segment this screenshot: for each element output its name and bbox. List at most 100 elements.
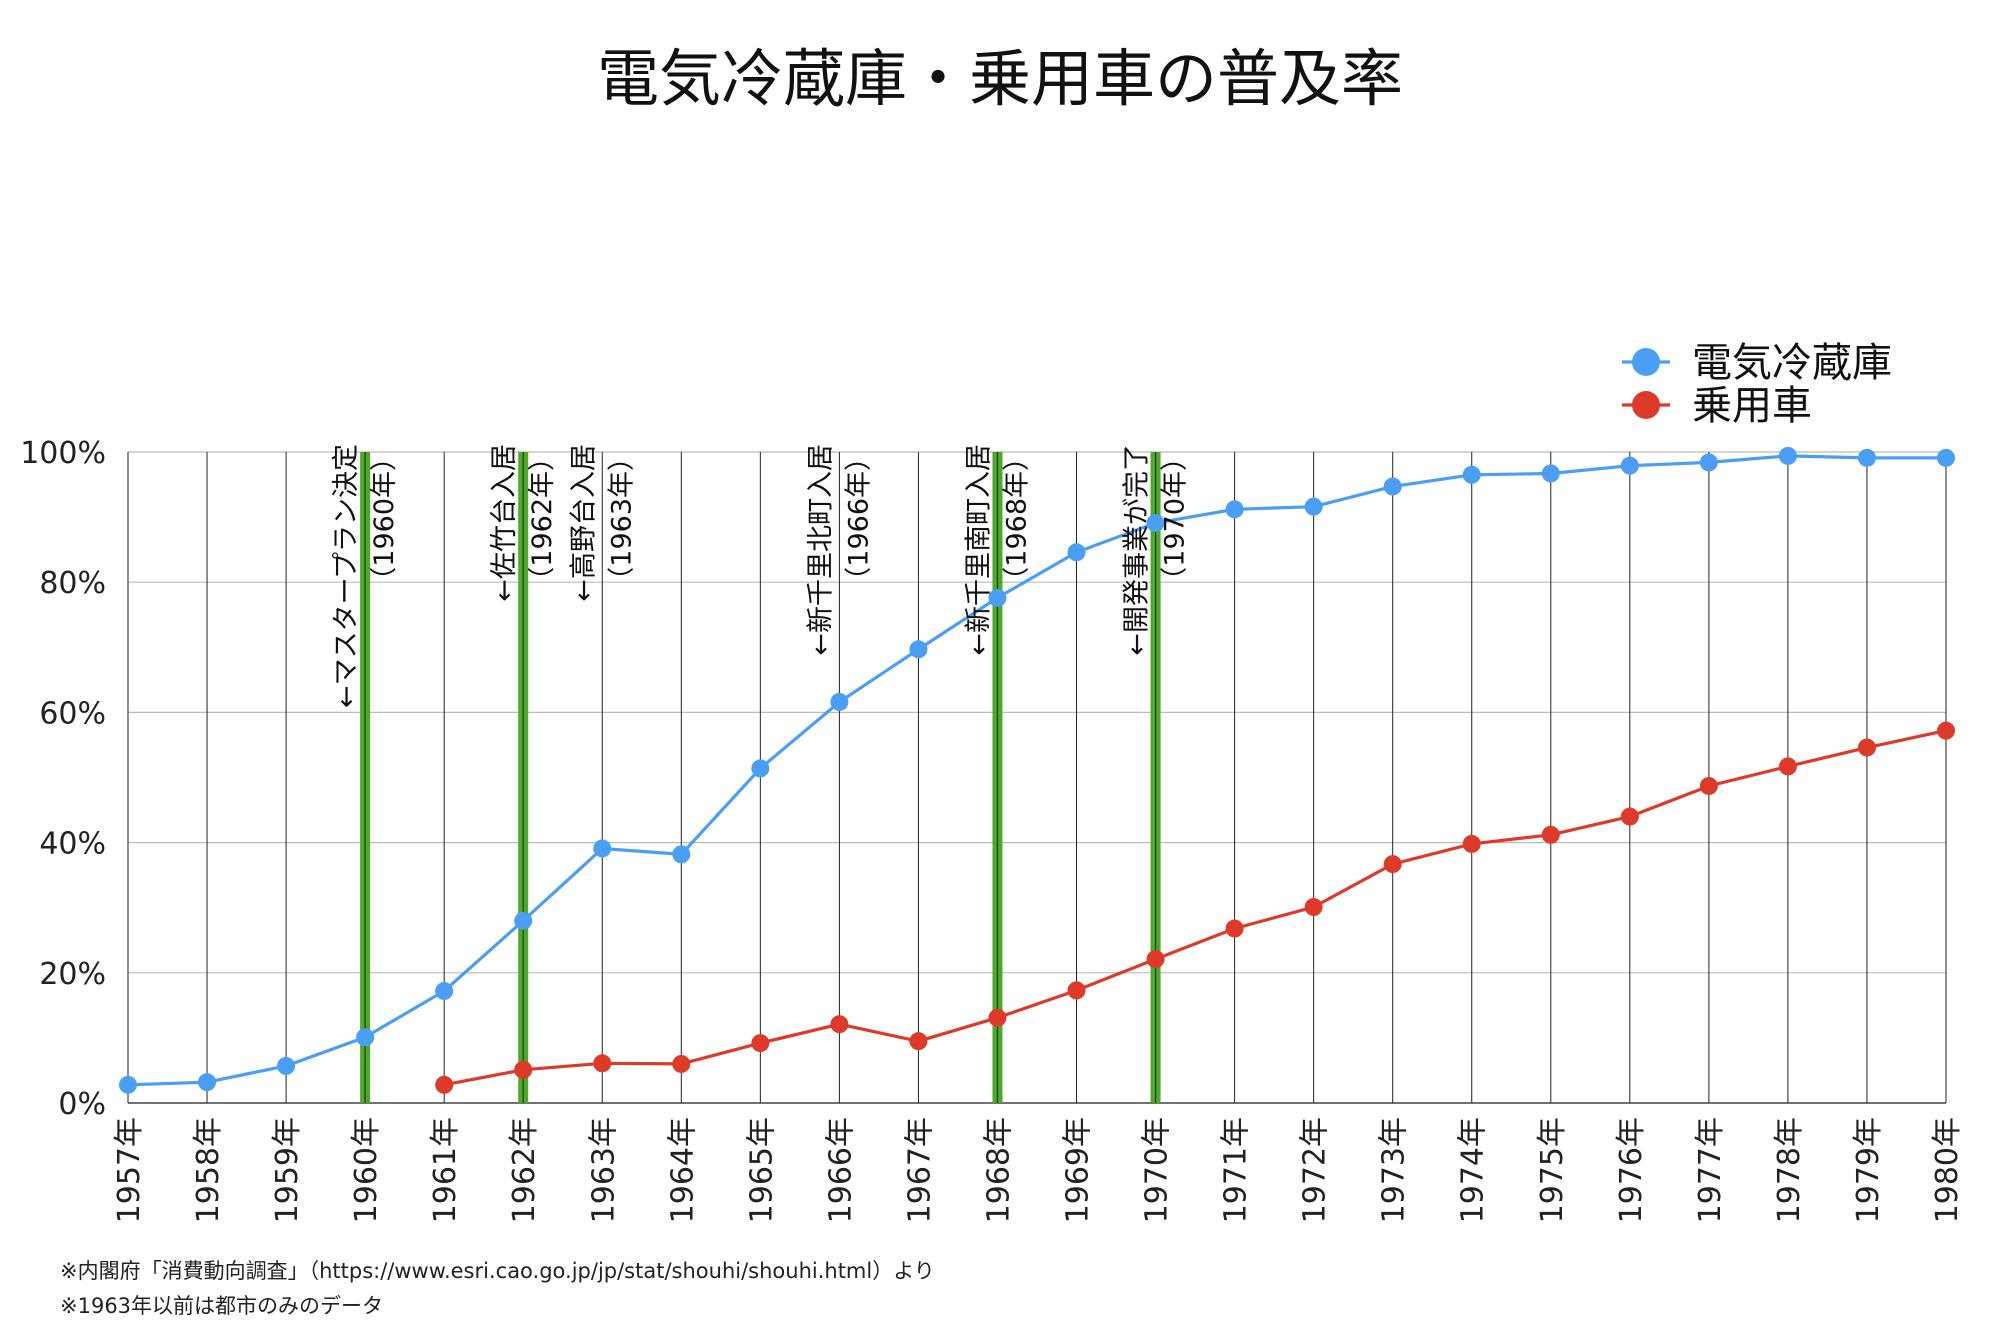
data-point xyxy=(514,911,533,930)
annotation-text: （1960年） xyxy=(369,444,400,594)
x-tick-label: 1964年 xyxy=(665,1117,700,1223)
data-note: ※1963年以前は都市のみのデータ xyxy=(60,1294,384,1318)
annotation-text: ←佐竹台入居 xyxy=(489,444,520,602)
x-tick-label: 1978年 xyxy=(1772,1117,1807,1223)
x-tick-label: 1969年 xyxy=(1061,1117,1096,1223)
x-tick-label: 1968年 xyxy=(981,1117,1016,1223)
data-point xyxy=(751,759,770,778)
annotation-text: （1970年） xyxy=(1160,444,1191,594)
data-point xyxy=(1383,477,1402,496)
series-line xyxy=(443,729,1947,1087)
chart-title: 電気冷蔵庫・乗用車の普及率 xyxy=(597,42,1403,115)
annotation-text: （1962年） xyxy=(527,444,558,594)
data-point xyxy=(1462,834,1481,853)
data-point xyxy=(1857,738,1876,757)
data-point xyxy=(830,692,849,711)
data-point xyxy=(1778,757,1797,776)
data-point xyxy=(277,1056,296,1075)
x-tick-label: 1960年 xyxy=(349,1117,384,1223)
x-tick-label: 1959年 xyxy=(270,1117,305,1223)
data-point xyxy=(909,640,928,659)
data-point xyxy=(1620,807,1639,826)
x-axis-ticks: 1957年 1958年 1959年 1960年 1961年 1962年 1963年 1964年… xyxy=(112,1117,1965,1223)
y-tick-label: 20% xyxy=(39,957,106,992)
data-point xyxy=(1541,464,1560,483)
data-point xyxy=(119,1075,137,1094)
data-point xyxy=(1699,453,1718,472)
data-point xyxy=(1778,446,1797,465)
y-tick-label: 80% xyxy=(39,566,106,601)
data-point xyxy=(1383,855,1402,874)
x-tick-label: 1974年 xyxy=(1456,1117,1491,1223)
y-tick-label: 0% xyxy=(58,1087,106,1122)
data-point xyxy=(1225,500,1244,519)
horizontal-gridlines xyxy=(128,451,1946,1104)
annotation-text: ←開発事業が完了 xyxy=(1122,444,1153,656)
x-tick-label: 1962年 xyxy=(507,1117,542,1223)
y-axis-ticks: 0% 20% 40% 60% 80% 100% xyxy=(20,436,106,1122)
legend-label: 乗用車 xyxy=(1692,383,1812,429)
x-tick-label: 1966年 xyxy=(823,1117,858,1223)
x-tick-label: 1958年 xyxy=(191,1117,226,1223)
data-point xyxy=(198,1073,217,1092)
x-tick-label: 1977年 xyxy=(1693,1117,1728,1223)
data-point xyxy=(1146,513,1165,532)
x-tick-label: 1963年 xyxy=(586,1117,621,1223)
annotations-layer: ←マスタープラン決定 （1960年） ←佐竹台入居 （1962年） ←高野台入居 （196… xyxy=(331,444,1190,708)
data-point xyxy=(514,1060,533,1079)
x-tick-label: 1975年 xyxy=(1535,1117,1570,1223)
legend-marker xyxy=(1632,391,1660,419)
data-point xyxy=(1857,448,1876,467)
data-point xyxy=(1699,776,1718,795)
data-point xyxy=(1620,456,1639,475)
data-point xyxy=(1937,448,1955,467)
data-point xyxy=(830,1015,849,1034)
x-tick-label: 1970年 xyxy=(1140,1117,1175,1223)
legend-label: 電気冷蔵庫 xyxy=(1692,340,1892,386)
data-point xyxy=(1462,465,1481,484)
annotation-text: ←新千里北町入居 xyxy=(805,444,836,656)
annotation-text: ←新千里南町入居 xyxy=(963,444,994,656)
data-point xyxy=(593,839,612,858)
data-point xyxy=(672,845,691,864)
data-point xyxy=(1067,981,1086,1000)
data-point xyxy=(435,1075,454,1094)
x-tick-label: 1967年 xyxy=(902,1117,937,1223)
data-point xyxy=(1541,825,1560,844)
data-point xyxy=(1304,898,1323,917)
y-tick-label: 60% xyxy=(39,696,106,731)
x-tick-label: 1980年 xyxy=(1930,1117,1965,1223)
annotation-text: ←高野台入居 xyxy=(568,444,599,602)
data-point xyxy=(1304,497,1323,516)
data-point xyxy=(593,1054,612,1073)
event-lines xyxy=(360,452,1161,1103)
x-tick-label: 1973年 xyxy=(1377,1117,1412,1223)
x-tick-label: 1976年 xyxy=(1614,1117,1649,1223)
series-layer xyxy=(119,446,1955,1094)
x-tick-label: 1971年 xyxy=(1219,1117,1254,1223)
annotation-text: （1966年） xyxy=(843,444,874,594)
data-point xyxy=(1225,919,1244,938)
data-point xyxy=(1146,950,1165,969)
series-car xyxy=(435,721,1955,1094)
data-point xyxy=(435,982,454,1001)
series-fridge xyxy=(119,446,1955,1094)
y-tick-label: 40% xyxy=(39,827,106,862)
data-point xyxy=(988,1008,1007,1027)
source-note: ※内閣府「消費動向調査」（https://www.esri.cao.go.jp/… xyxy=(60,1259,935,1283)
annotation-text: （1968年） xyxy=(1001,444,1032,594)
y-tick-label: 100% xyxy=(20,436,106,471)
series-line xyxy=(127,454,1946,1087)
x-tick-label: 1979年 xyxy=(1851,1117,1886,1223)
x-tick-label: 1965年 xyxy=(744,1117,779,1223)
x-tick-label: 1972年 xyxy=(1298,1117,1333,1223)
data-point xyxy=(672,1054,691,1073)
data-point xyxy=(1067,543,1086,562)
x-tick-label: 1957年 xyxy=(112,1117,147,1223)
annotation-text: （1963年） xyxy=(606,444,637,594)
data-point xyxy=(751,1034,770,1053)
data-point xyxy=(988,588,1007,607)
data-point xyxy=(356,1028,375,1047)
